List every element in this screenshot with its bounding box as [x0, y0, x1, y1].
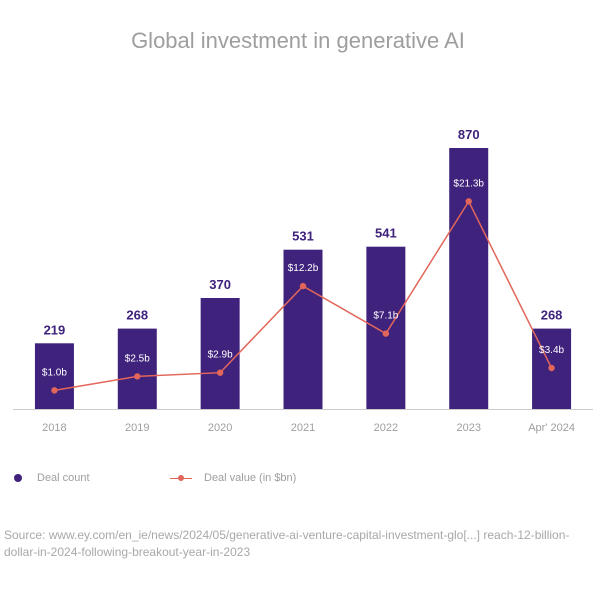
bar-value-label: 370: [209, 277, 231, 292]
deal-count-swatch: [14, 474, 22, 483]
bar-value-label: 541: [375, 226, 397, 241]
legend-label-deal-count: Deal count: [37, 472, 90, 484]
point-value-label: $21.3b: [453, 178, 484, 189]
deal-value-swatch: [170, 474, 192, 482]
point-value-label: $2.9b: [208, 350, 233, 361]
bar-deal-count: [34, 343, 74, 409]
bar-deal-count: [117, 328, 157, 409]
bar-value-label: 268: [126, 308, 148, 323]
point-deal-value: [216, 369, 224, 376]
point-deal-value: [382, 330, 390, 337]
bar-value-label: 531: [292, 229, 314, 244]
point-value-label: $2.5b: [125, 353, 150, 364]
x-tick-label: 2019: [125, 422, 149, 434]
x-tick-label: 2022: [374, 422, 398, 434]
chart-plot-area: 219 268 370 531 541 870 268 2018 2019 2020 2021 202…: [13, 127, 593, 434]
bar-value-label: 268: [541, 308, 563, 323]
point-value-label: $12.2b: [288, 263, 319, 274]
point-value-label: $1.0b: [42, 367, 67, 378]
point-deal-value: [299, 282, 307, 290]
bar-value-label: 219: [44, 322, 66, 337]
bar-value-label: 870: [458, 127, 480, 142]
source-note: Source: www.ey.com/en_ie/news/2024/05/ge…: [4, 528, 570, 559]
point-value-label: $7.1b: [373, 311, 398, 322]
bar-deal-count: [366, 246, 406, 409]
point-deal-value: [51, 387, 58, 394]
bar-deal-count: [200, 298, 240, 409]
x-tick-label: 2021: [291, 422, 315, 434]
bar-deal-count: [449, 148, 489, 409]
bar-deal-count: [283, 249, 323, 409]
point-deal-value: [465, 198, 472, 205]
legend-item-deal-value: Deal value (in $bn): [170, 472, 296, 484]
point-deal-value: [134, 373, 141, 380]
point-value-label: $3.4b: [539, 345, 564, 356]
chart-title: Global investment in generative AI: [131, 28, 465, 53]
x-tick-label: Apr' 2024: [528, 422, 575, 434]
x-tick-label: 2020: [208, 422, 232, 434]
legend-label-deal-value: Deal value (in $bn): [204, 472, 297, 484]
point-deal-value: [548, 364, 555, 372]
x-tick-label: 2023: [456, 422, 480, 434]
legend-item-deal-count: Deal count: [14, 472, 90, 484]
x-tick-label: 2018: [42, 422, 66, 434]
